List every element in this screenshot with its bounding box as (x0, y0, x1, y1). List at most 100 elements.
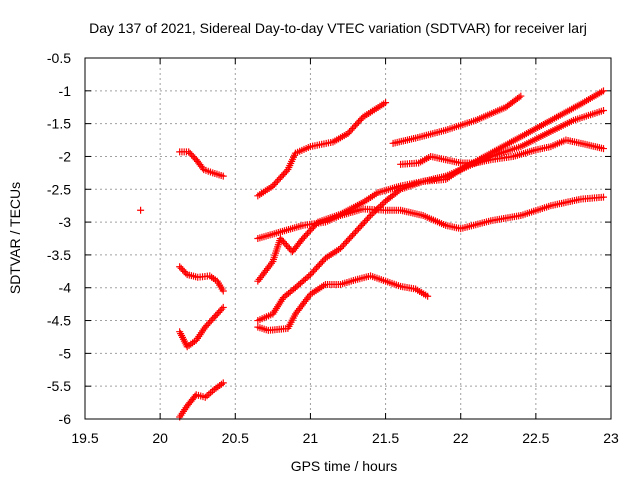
data-point (311, 266, 319, 274)
x-tick-label: 21.5 (372, 430, 399, 446)
y-tick-label: -3 (59, 214, 72, 230)
data-point (299, 235, 307, 242)
y-tick-label: -2.5 (47, 181, 71, 197)
data-point (302, 231, 310, 239)
x-tick-label: 22 (453, 430, 469, 446)
series-arc-d (176, 379, 227, 421)
x-tick-label: 19.5 (71, 430, 98, 446)
data-point (373, 205, 381, 213)
data-point (203, 392, 211, 400)
series-isolated (137, 206, 145, 214)
series-arc-j (389, 92, 525, 147)
data-point (219, 287, 227, 295)
data-point (282, 241, 290, 249)
data-point (206, 318, 214, 326)
data-point (219, 379, 227, 387)
x-tick-label: 20.5 (222, 430, 249, 446)
y-tick-label: -5 (59, 345, 72, 361)
data-point (382, 99, 390, 107)
x-tick-label: 21 (303, 430, 319, 446)
y-tick-label: -3.5 (47, 247, 71, 263)
data-point (356, 223, 364, 231)
data-point (305, 228, 313, 236)
data-point (395, 187, 403, 195)
y-tick-label: -1 (59, 83, 72, 99)
data-point (368, 210, 376, 218)
data-point (336, 244, 344, 252)
data-point (177, 264, 185, 272)
data-points (137, 87, 607, 421)
data-point (210, 313, 218, 321)
x-axis-title: GPS time / hours (291, 458, 398, 474)
y-tick-label: -4 (59, 280, 72, 296)
data-point (364, 215, 372, 223)
data-point (370, 208, 378, 216)
data-point (306, 271, 314, 279)
data-point (311, 221, 319, 229)
data-point (284, 243, 292, 251)
data-point (182, 269, 190, 277)
data-point (346, 235, 354, 242)
series-arc-e (254, 99, 390, 200)
data-point (372, 207, 380, 215)
data-point (339, 241, 347, 249)
y-tick-label: -6 (59, 411, 72, 427)
data-point (216, 307, 224, 315)
data-point (213, 310, 221, 318)
data-point (353, 120, 361, 128)
x-tick-labels: 19.5 20 20.5 21 21.5 22 22.5 23 (71, 430, 619, 446)
x-tick-label: 20 (152, 430, 168, 446)
data-point (179, 266, 187, 274)
data-point (424, 292, 432, 300)
y-tick-label: -5.5 (47, 378, 71, 394)
data-point (346, 128, 354, 136)
data-point (338, 243, 346, 251)
data-point (350, 230, 358, 238)
data-point (219, 303, 227, 311)
data-point (599, 145, 607, 153)
data-point (212, 312, 220, 320)
y-tick-label: -0.5 (47, 50, 71, 66)
data-point (347, 126, 355, 134)
data-point (377, 202, 385, 210)
data-point (515, 93, 523, 101)
data-point (185, 148, 193, 156)
data-point (312, 264, 320, 272)
data-point (282, 167, 290, 175)
data-point (308, 225, 316, 233)
plot-frame (84, 57, 612, 420)
data-point (375, 204, 383, 212)
data-point (278, 236, 286, 244)
data-point (352, 228, 360, 236)
data-point (352, 121, 360, 129)
data-point (367, 212, 375, 220)
data-point (342, 238, 350, 246)
data-point (315, 261, 323, 269)
series-arc-b (176, 263, 227, 295)
data-point (303, 230, 311, 238)
data-point (599, 107, 607, 115)
y-tick-label: -1.5 (47, 116, 71, 132)
y-tick-labels: -0.5 -1 -1.5 -2 -2.5 -3 -3.5 -4 -4.5 -5 -5.5 -6 (47, 50, 71, 427)
data-point (176, 263, 184, 271)
data-point (344, 129, 352, 137)
chart-title: Day 137 of 2021, Sidereal Day-to-day VTE… (89, 20, 587, 36)
data-point (207, 317, 215, 325)
data-point (219, 172, 227, 180)
data-point (318, 257, 326, 265)
data-point (281, 239, 289, 247)
data-point (204, 320, 212, 328)
series-arc-a (176, 148, 227, 180)
data-point (300, 233, 308, 241)
data-point (309, 223, 317, 231)
data-point (209, 315, 217, 323)
data-point (309, 267, 317, 275)
data-point (358, 221, 366, 229)
data-point (137, 206, 145, 214)
data-point (186, 149, 194, 157)
data-point (207, 389, 215, 397)
data-point (349, 231, 357, 239)
data-point (361, 218, 369, 226)
data-point (188, 151, 196, 159)
